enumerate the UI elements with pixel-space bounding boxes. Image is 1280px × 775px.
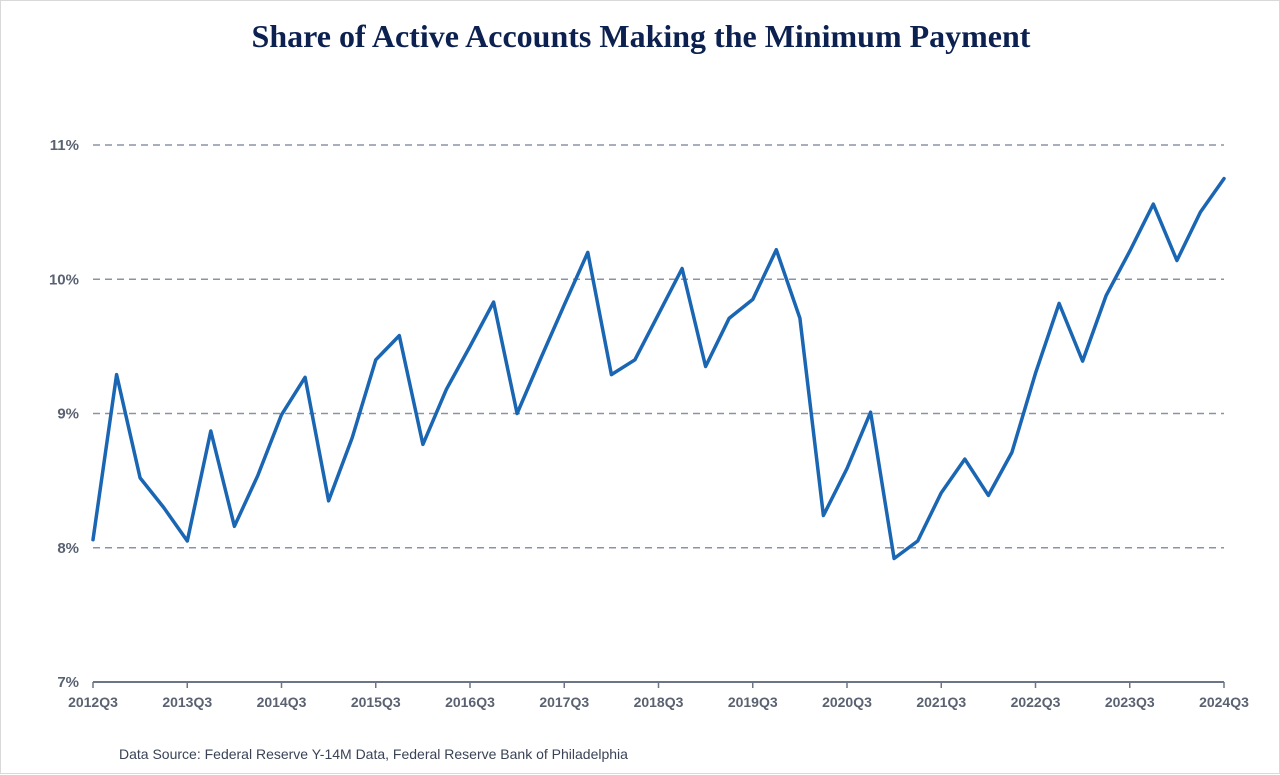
y-tick-label: 10%: [49, 271, 79, 288]
x-tick-label: 2015Q3: [351, 694, 401, 710]
x-tick-label: 2024Q3: [1199, 694, 1249, 710]
x-tick-label: 2023Q3: [1105, 694, 1155, 710]
y-tick-label: 11%: [50, 137, 79, 154]
x-tick-label: 2013Q3: [162, 694, 212, 710]
y-tick-label: 9%: [57, 406, 79, 423]
x-tick-label: 2018Q3: [634, 694, 684, 710]
series-line: [91, 176, 1226, 561]
x-tick-label: 2012Q3: [68, 694, 118, 710]
x-tick-label: 2016Q3: [445, 694, 495, 710]
chart-title: Share of Active Accounts Making the Mini…: [252, 18, 1031, 54]
y-axis-ticks: 7% 8% 9% 10% 11%: [49, 137, 79, 691]
x-tick-label: 2021Q3: [916, 694, 966, 710]
series-layer: [91, 176, 1226, 561]
x-tick-label: 2017Q3: [539, 694, 589, 710]
x-tick-label: 2014Q3: [257, 694, 307, 710]
x-tick-label: 2019Q3: [728, 694, 778, 710]
data-source-note: Data Source: Federal Reserve Y-14M Data,…: [119, 746, 628, 762]
x-tick-label: 2022Q3: [1011, 694, 1061, 710]
y-tick-label: 8%: [57, 540, 79, 557]
gridlines: [93, 144, 1224, 549]
x-axis-ticks: 2012Q3 2013Q3 2014Q3 2015Q3 2016Q3 2017Q3 2018…: [68, 682, 1249, 710]
y-tick-label: 7%: [57, 674, 79, 691]
x-tick-label: 2020Q3: [822, 694, 872, 710]
